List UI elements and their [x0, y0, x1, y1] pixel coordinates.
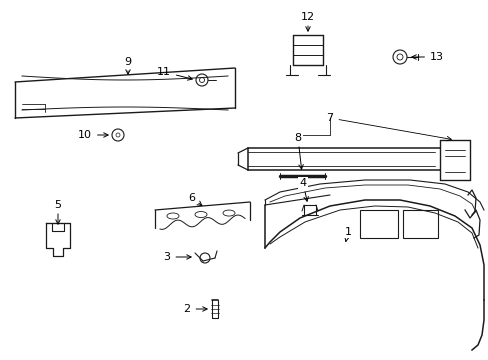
Text: 10: 10	[78, 130, 108, 140]
Bar	[402, 210, 437, 238]
Text: 8: 8	[294, 133, 303, 169]
Text: 6: 6	[188, 193, 202, 206]
Text: 12: 12	[300, 12, 314, 31]
Text: 9: 9	[124, 57, 131, 74]
Text: 4: 4	[299, 178, 308, 201]
Bar	[359, 210, 397, 238]
Text: 7: 7	[326, 113, 450, 141]
Text: 3: 3	[163, 252, 191, 262]
Text: 1: 1	[344, 227, 351, 241]
Text: 2: 2	[183, 304, 207, 314]
Text: 13: 13	[411, 52, 443, 62]
Text: 11: 11	[157, 67, 192, 80]
Text: 5: 5	[54, 200, 61, 224]
